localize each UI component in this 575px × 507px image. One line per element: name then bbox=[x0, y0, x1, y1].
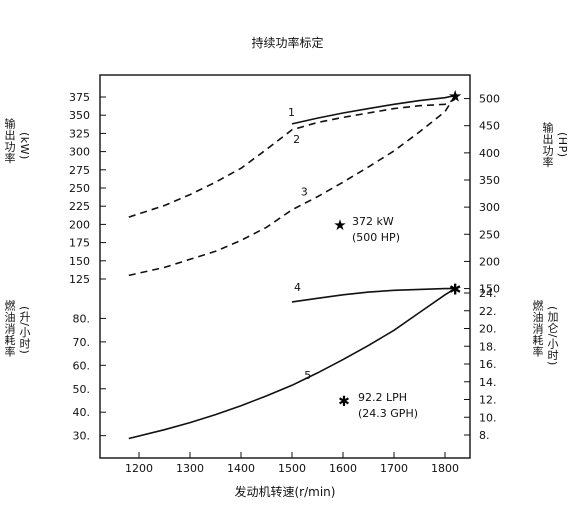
power-right-tick-label: 400 bbox=[479, 147, 500, 160]
power-annotation-line2: (500 HP) bbox=[352, 231, 400, 244]
fuel-right-tick-label: 12. bbox=[479, 394, 497, 407]
power-right-label-line2: (HP) bbox=[556, 132, 569, 158]
power-curve-label-1: 1 bbox=[288, 106, 295, 119]
fuel-left-label-line1: 燃油消耗率 bbox=[3, 300, 16, 358]
power-curve-2 bbox=[128, 98, 456, 218]
power-right-tick-label: 150 bbox=[479, 283, 500, 296]
fuel-right-label-line1: 燃油消耗率 bbox=[531, 300, 544, 358]
fuel-left-label-line2: (升/小时) bbox=[18, 306, 31, 355]
power-left-tick-label: 225 bbox=[69, 200, 90, 213]
fuel-annotation: 92.2 LPH (24.3 GPH) bbox=[358, 390, 418, 422]
power-curve-3 bbox=[128, 95, 456, 277]
fuel-right-tick-label: 22. bbox=[479, 305, 497, 318]
fuel-right-tick-label: 10. bbox=[479, 411, 497, 424]
fuel-right-tick-label: 16. bbox=[479, 358, 497, 371]
x-tick-label: 1700 bbox=[380, 462, 408, 475]
power-right-tick-label: 250 bbox=[479, 228, 500, 241]
power-annotation: 372 kW (500 HP) bbox=[352, 214, 400, 246]
power-left-label-line1: 输出功率 bbox=[3, 118, 16, 164]
fuel-left-tick-label: 40. bbox=[73, 406, 91, 419]
power-left-tick-label: 125 bbox=[69, 273, 90, 286]
chart-title: 持续功率标定 bbox=[251, 36, 324, 50]
fuel-annotation-asterisk-icon: ✱ bbox=[338, 394, 350, 410]
fuel-left-tick-label: 80. bbox=[73, 312, 91, 325]
power-end-star-icon: ★ bbox=[448, 87, 462, 106]
power-left-tick-label: 300 bbox=[69, 146, 90, 159]
power-right-axis-label: 输出功率 bbox=[540, 122, 555, 168]
fuel-annotation-line2: (24.3 GPH) bbox=[358, 407, 419, 420]
fuel-right-tick-label: 8. bbox=[479, 429, 490, 442]
fuel-curve-4 bbox=[291, 287, 456, 303]
power-left-tick-label: 150 bbox=[69, 255, 90, 268]
fuel-right-tick-label: 24. bbox=[479, 287, 497, 300]
power-annotation-star-icon: ★ bbox=[333, 216, 346, 234]
power-curve-label-2: 2 bbox=[293, 133, 300, 146]
power-curve-label-3: 3 bbox=[301, 185, 308, 198]
fuel-left-axis-label: 燃油消耗率 bbox=[2, 300, 17, 358]
fuel-right-tick-label: 14. bbox=[479, 376, 497, 389]
x-tick-label: 1200 bbox=[125, 462, 153, 475]
fuel-right-label-line2: (加仑/小时) bbox=[546, 306, 559, 366]
power-left-tick-label: 175 bbox=[69, 237, 90, 250]
x-axis-label: 发动机转速(r/min) bbox=[234, 485, 336, 499]
fuel-right-axis-label: 燃油消耗率 bbox=[530, 300, 545, 358]
power-right-tick-label: 500 bbox=[479, 93, 500, 106]
fuel-curve-label-4: 4 bbox=[294, 281, 301, 294]
fuel-left-tick-label: 70. bbox=[73, 336, 91, 349]
fuel-curve-label-5: 5 bbox=[304, 369, 311, 382]
fuel-left-tick-label: 60. bbox=[73, 359, 91, 372]
power-annotation-line1: 372 kW bbox=[352, 215, 394, 228]
power-left-axis-label: 输出功率 bbox=[2, 118, 17, 164]
fuel-left-tick-label: 30. bbox=[73, 430, 91, 443]
power-left-tick-label: 275 bbox=[69, 164, 90, 177]
x-tick-label: 1600 bbox=[329, 462, 357, 475]
x-tick-label: 1300 bbox=[176, 462, 204, 475]
power-left-tick-label: 250 bbox=[69, 182, 90, 195]
power-left-axis-unit: (kW) bbox=[17, 132, 32, 160]
power-right-tick-label: 200 bbox=[479, 255, 500, 268]
power-left-tick-label: 325 bbox=[69, 127, 90, 140]
fuel-right-axis-unit: (加仑/小时) bbox=[545, 306, 560, 366]
power-left-tick-label: 350 bbox=[69, 109, 90, 122]
power-left-tick-label: 200 bbox=[69, 218, 90, 231]
power-curve-1 bbox=[291, 94, 456, 125]
fuel-right-tick-label: 18. bbox=[479, 340, 497, 353]
power-right-tick-label: 350 bbox=[479, 174, 500, 187]
power-left-label-line2: (kW) bbox=[18, 132, 31, 160]
plot-frame bbox=[99, 74, 471, 459]
power-right-tick-label: 450 bbox=[479, 120, 500, 133]
fuel-annotation-line1: 92.2 LPH bbox=[358, 391, 408, 404]
x-tick-label: 1400 bbox=[227, 462, 255, 475]
power-left-tick-label: 375 bbox=[69, 91, 90, 104]
fuel-left-axis-unit: (升/小时) bbox=[17, 306, 32, 354]
x-tick-label: 1500 bbox=[278, 462, 306, 475]
fuel-end-asterisk-icon: ✱ bbox=[449, 281, 462, 299]
x-tick-label: 1800 bbox=[431, 462, 459, 475]
fuel-left-tick-label: 50. bbox=[73, 383, 91, 396]
fuel-curve-5 bbox=[128, 287, 456, 440]
power-right-tick-label: 300 bbox=[479, 201, 500, 214]
power-right-label-line1: 输出功率 bbox=[541, 122, 554, 168]
power-right-axis-unit: (HP) bbox=[555, 132, 570, 158]
fuel-right-tick-label: 20. bbox=[479, 323, 497, 336]
